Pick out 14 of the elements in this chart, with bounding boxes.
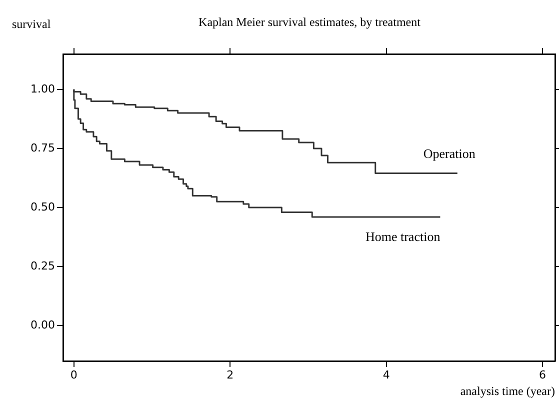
y-tick-label: 0.00 bbox=[30, 318, 55, 332]
x-tick-label: 4 bbox=[382, 368, 390, 382]
chart-title: Kaplan Meier survival estimates, by treatment bbox=[198, 15, 422, 30]
series-label: Operation bbox=[423, 146, 476, 162]
x-tick-label: 6 bbox=[539, 368, 546, 382]
series-label: Home traction bbox=[365, 228, 441, 244]
y-tick-label: 1.00 bbox=[30, 82, 55, 96]
y-tick-label: 0.25 bbox=[30, 259, 55, 272]
x-axis-title: analysis time (year) bbox=[460, 384, 555, 399]
y-tick-label: 0.75 bbox=[30, 141, 55, 154]
y-tick-label: 0.50 bbox=[30, 200, 55, 214]
x-tick-label: 2 bbox=[226, 368, 234, 382]
y-axis-title: survival bbox=[12, 17, 51, 32]
x-tick-label: 0 bbox=[70, 368, 78, 382]
